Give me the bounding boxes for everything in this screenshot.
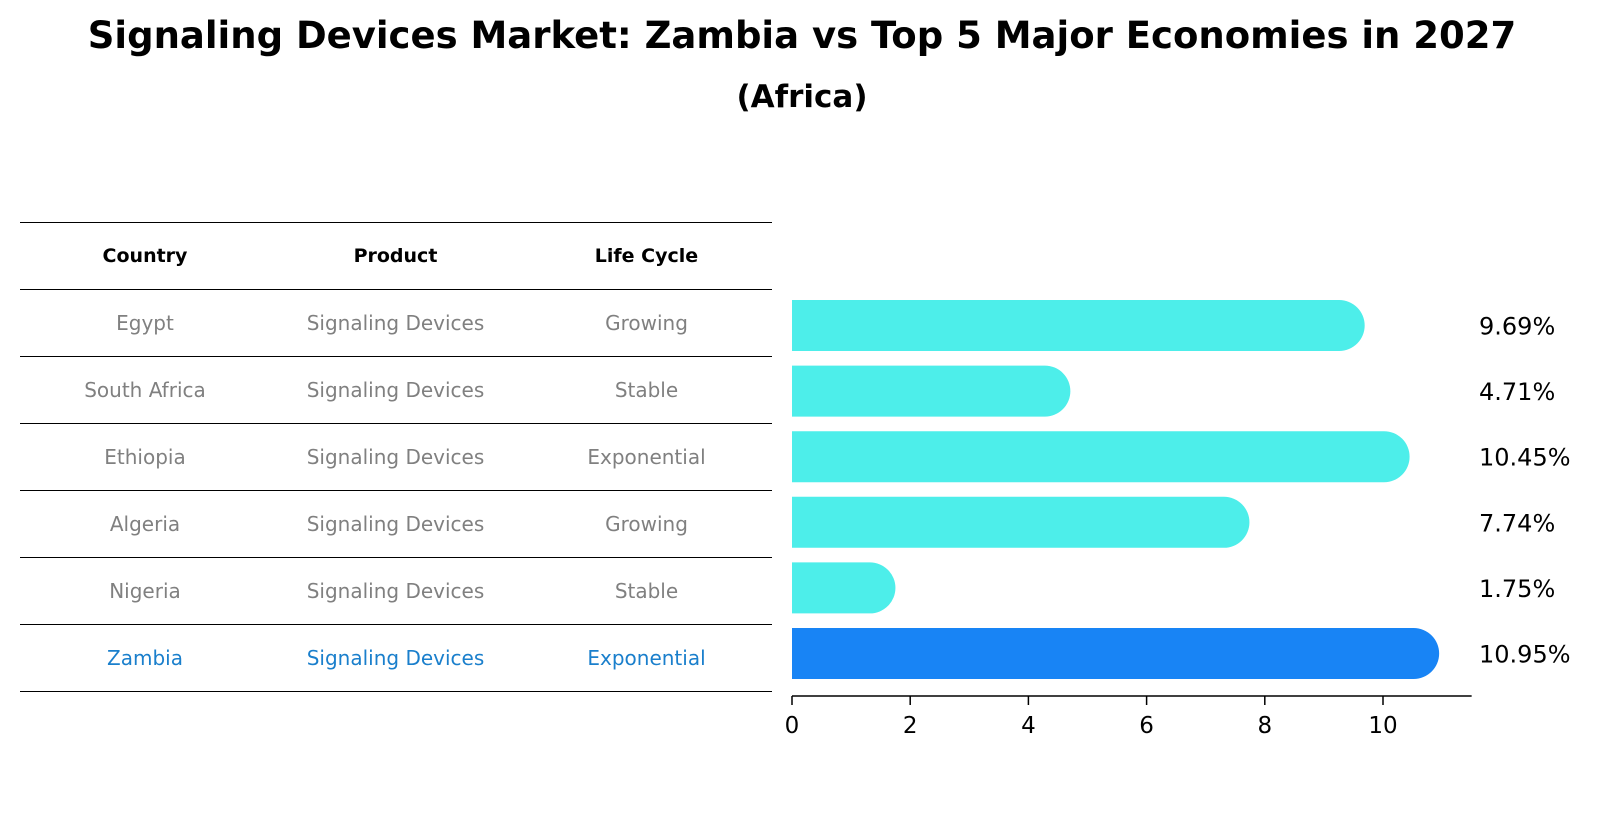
x-tick-label: 6 xyxy=(1139,713,1154,739)
table-row: Algeria Signaling Devices Growing xyxy=(20,490,772,558)
data-label: 4.71% xyxy=(1479,378,1555,406)
table-header-row: Country Product Life Cycle xyxy=(20,222,772,290)
header-product: Product xyxy=(270,222,521,290)
table-row: South Africa Signaling Devices Stable xyxy=(20,356,772,424)
data-label: 7.74% xyxy=(1479,509,1555,537)
cell-life-cycle: Exponential xyxy=(521,423,772,491)
cell-product: Signaling Devices xyxy=(270,490,521,558)
bar-zambia xyxy=(792,628,1440,679)
market-table: Country Product Life Cycle Egypt Signali… xyxy=(20,222,772,692)
cell-life-cycle: Stable xyxy=(521,557,772,625)
cell-life-cycle: Stable xyxy=(521,356,772,424)
cell-product: Signaling Devices xyxy=(270,557,521,625)
bar-nigeria xyxy=(792,562,896,614)
cell-life-cycle: Growing xyxy=(521,490,772,558)
chart-title: Signaling Devices Market: Zambia vs Top … xyxy=(87,14,1517,57)
data-label: 10.95% xyxy=(1479,641,1571,669)
x-tick-label: 2 xyxy=(903,713,918,739)
x-tick-label: 4 xyxy=(1021,713,1036,739)
cell-country: Algeria xyxy=(20,490,270,558)
cell-country: Zambia xyxy=(20,624,270,692)
cell-life-cycle: Exponential xyxy=(521,624,772,692)
cell-life-cycle: Growing xyxy=(521,289,772,357)
bar-algeria xyxy=(792,496,1250,548)
cell-product: Signaling Devices xyxy=(270,624,521,692)
data-label: 9.69% xyxy=(1479,313,1555,341)
cell-product: Signaling Devices xyxy=(270,289,521,357)
table-row: Ethiopia Signaling Devices Exponential xyxy=(20,423,772,491)
header-life-cycle: Life Cycle xyxy=(521,222,772,290)
bar-egypt xyxy=(792,300,1365,351)
x-tick-label: 8 xyxy=(1257,713,1272,739)
header-country: Country xyxy=(20,222,270,290)
data-label: 1.75% xyxy=(1479,575,1555,603)
bar-ethiopia xyxy=(792,431,1410,483)
chart-subtitle: (Africa) xyxy=(736,79,868,115)
bar-south-africa xyxy=(792,365,1071,417)
table-row-highlight: Zambia Signaling Devices Exponential xyxy=(20,624,772,692)
x-tick-label: 10 xyxy=(1368,713,1397,739)
x-tick-label: 0 xyxy=(785,713,800,739)
cell-country: Ethiopia xyxy=(20,423,270,491)
table-row: Egypt Signaling Devices Growing xyxy=(20,289,772,357)
cell-country: Nigeria xyxy=(20,557,270,625)
cell-product: Signaling Devices xyxy=(270,356,521,424)
table-row: Nigeria Signaling Devices Stable xyxy=(20,557,772,625)
cell-product: Signaling Devices xyxy=(270,423,521,491)
cell-country: Egypt xyxy=(20,289,270,357)
cell-country: South Africa xyxy=(20,356,270,424)
data-label: 10.45% xyxy=(1479,444,1571,472)
